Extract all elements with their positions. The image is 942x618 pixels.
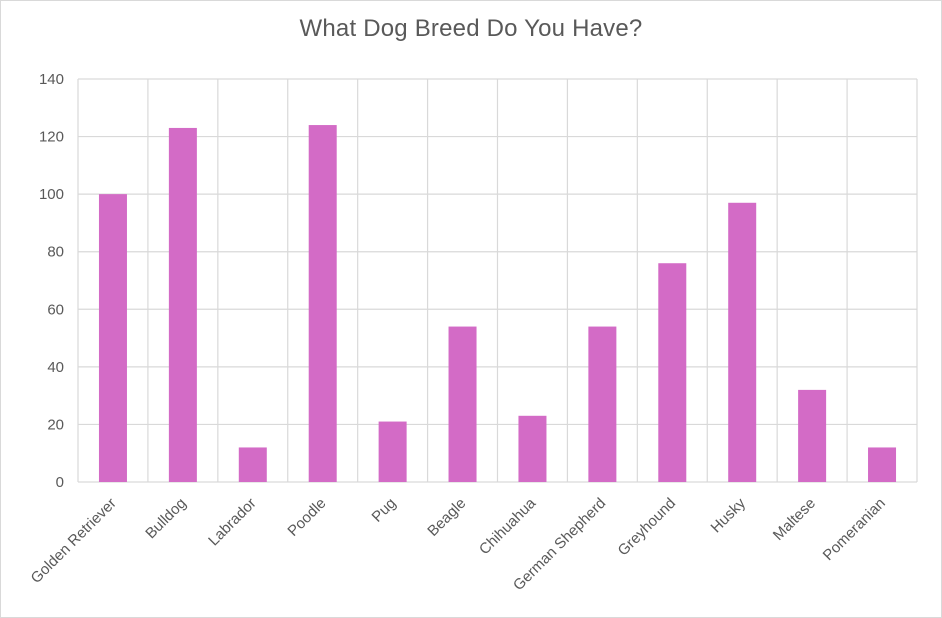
x-tick-label: Chihuahua (476, 494, 540, 558)
x-tick-label: Labrador (205, 495, 259, 549)
x-tick-label: Bulldog (142, 495, 189, 542)
x-tick-label: Greyhound (615, 495, 680, 560)
x-tick-label: Maltese (770, 495, 819, 544)
x-tick-label: Beagle (424, 495, 469, 540)
x-tick-label: Pug (369, 495, 400, 526)
x-tick-label: Poodle (284, 495, 329, 540)
chart-title: What Dog Breed Do You Have? (299, 15, 643, 42)
bar-bulldog[interactable] (168, 127, 197, 482)
bar-husky[interactable] (728, 202, 757, 482)
y-tick-label: 60 (47, 301, 64, 318)
y-tick-label: 100 (39, 186, 64, 203)
bar-maltese[interactable] (798, 389, 827, 482)
y-tick-label: 80 (47, 244, 64, 261)
bar-chihuahua[interactable] (518, 415, 547, 482)
bar-beagle[interactable] (448, 326, 477, 482)
y-tick-label: 40 (47, 359, 64, 376)
x-tick-label: Husky (708, 494, 750, 536)
bar-layer (98, 125, 897, 483)
bar-german-shepherd[interactable] (588, 326, 617, 482)
bar-golden-retriever[interactable] (98, 194, 127, 482)
bar-greyhound[interactable] (658, 263, 687, 482)
y-tick-label: 0 (56, 474, 64, 491)
x-tick-label: Pomeranian (820, 495, 889, 564)
bar-pug[interactable] (378, 421, 407, 482)
bar-poodle[interactable] (308, 125, 337, 483)
bar-labrador[interactable] (238, 447, 267, 482)
y-tick-label: 140 (39, 71, 64, 88)
y-tick-label: 120 (39, 129, 64, 146)
grid-layer (77, 78, 918, 483)
y-tick-label: 20 (47, 416, 64, 433)
x-tick-label: Golden Retriever (28, 495, 120, 587)
bar-pomeranian[interactable] (868, 447, 897, 482)
